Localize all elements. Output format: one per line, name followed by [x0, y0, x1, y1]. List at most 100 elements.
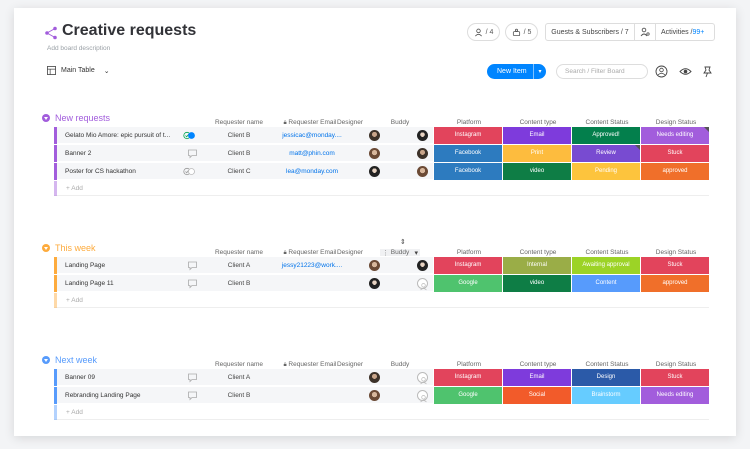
- add-item-row[interactable]: + Add: [54, 181, 709, 196]
- column-header-design-status[interactable]: Design Status: [641, 361, 711, 368]
- status-cell-platform[interactable]: Facebook: [433, 163, 502, 180]
- buddy-avatar[interactable]: [417, 278, 428, 291]
- column-header-platform[interactable]: Platform: [434, 119, 504, 126]
- updates-active-icon[interactable]: [181, 130, 197, 141]
- item-name[interactable]: Rebranding Landing Page: [65, 392, 141, 399]
- search-input[interactable]: Search / Filter Board: [556, 64, 648, 79]
- view-selector[interactable]: Main Table ⌄: [47, 66, 110, 75]
- status-cell-platform[interactable]: Instagram: [433, 257, 502, 274]
- status-cell-platform[interactable]: Instagram: [433, 127, 502, 144]
- column-header-buddy[interactable]: Buddy: [380, 119, 420, 126]
- column-header-content-type[interactable]: Content type: [503, 119, 573, 126]
- chat-bubble-icon[interactable]: [187, 390, 198, 401]
- column-header-requester-email[interactable]: 🔒︎ Requester Email: [276, 119, 344, 127]
- column-header-designer[interactable]: Designer: [330, 119, 370, 126]
- column-header-platform[interactable]: Platform: [434, 361, 504, 368]
- status-cell-platform[interactable]: Google: [433, 275, 502, 292]
- status-cell-design-status[interactable]: approved: [640, 275, 709, 292]
- column-header-content-status[interactable]: Content Status: [572, 249, 642, 256]
- chat-bubble-icon[interactable]: [187, 372, 198, 383]
- table-row[interactable]: Banner 09 Client A Instagram Email Design Stu…: [54, 369, 709, 386]
- buddy-avatar[interactable]: [417, 130, 428, 141]
- eye-icon[interactable]: [679, 65, 692, 78]
- group-title[interactable]: New requests: [42, 113, 110, 123]
- chevron-down-icon[interactable]: ▾: [533, 64, 546, 79]
- requester-email[interactable]: [272, 369, 352, 386]
- requester-email[interactable]: [272, 275, 352, 292]
- status-cell-content-status[interactable]: Awaiting approval: [571, 257, 640, 274]
- group-collapse-icon[interactable]: [42, 244, 50, 252]
- table-row[interactable]: Landing Page Client A jessy21223@work.... I…: [54, 257, 709, 274]
- status-cell-content-type[interactable]: Email: [502, 127, 571, 144]
- buddy-avatar[interactable]: [417, 390, 428, 403]
- status-cell-design-status[interactable]: Stuck: [640, 369, 709, 386]
- item-name[interactable]: Poster for CS hackathon: [65, 168, 136, 175]
- status-cell-design-status[interactable]: Needs editing: [640, 387, 709, 404]
- status-cell-content-status[interactable]: Approved!: [571, 127, 640, 144]
- table-row[interactable]: Landing Page 11 Client B Google video Conten…: [54, 275, 709, 292]
- item-name[interactable]: Banner 2: [65, 150, 92, 157]
- chat-bubble-icon[interactable]: [187, 260, 198, 271]
- requester-email[interactable]: matt@phin.com: [289, 150, 335, 157]
- designer-avatar[interactable]: [369, 166, 380, 177]
- requester-email[interactable]: lea@monday.com: [286, 168, 338, 175]
- buddy-avatar[interactable]: [417, 260, 428, 271]
- table-row[interactable]: Rebranding Landing Page Client B Google Soc…: [54, 387, 709, 404]
- designer-avatar[interactable]: [369, 260, 380, 271]
- status-cell-content-type[interactable]: Internal: [502, 257, 571, 274]
- column-header-design-status[interactable]: Design Status: [641, 249, 711, 256]
- group-collapse-icon[interactable]: [42, 114, 50, 122]
- requester-email[interactable]: jessicac@monday....: [282, 132, 342, 139]
- status-cell-content-status[interactable]: Brainstorm: [571, 387, 640, 404]
- chat-bubble-icon[interactable]: [181, 166, 197, 177]
- group-title[interactable]: Next week: [42, 355, 97, 365]
- item-name[interactable]: Landing Page 11: [65, 280, 114, 287]
- column-header-designer[interactable]: Designer: [330, 361, 370, 368]
- column-header-designer[interactable]: Designer: [330, 249, 370, 256]
- group-title[interactable]: This week: [42, 243, 96, 253]
- buddy-avatar[interactable]: [417, 148, 428, 159]
- status-cell-design-status[interactable]: Stuck: [640, 145, 709, 162]
- column-header-content-status[interactable]: Content Status: [572, 119, 642, 126]
- group-collapse-icon[interactable]: [42, 356, 50, 364]
- table-row[interactable]: Gelato Mio Amore: epic pursuit of t... Cl…: [54, 127, 709, 144]
- person-filter-icon[interactable]: [655, 65, 668, 78]
- item-name[interactable]: Landing Page: [65, 262, 106, 269]
- table-row[interactable]: Poster for CS hackathon Client C lea@monda…: [54, 163, 709, 180]
- chat-bubble-icon[interactable]: [187, 148, 198, 159]
- column-header-requester-email[interactable]: 🔒︎ Requester Email: [276, 249, 344, 257]
- buddy-avatar[interactable]: [417, 372, 428, 385]
- status-cell-content-type[interactable]: Email: [502, 369, 571, 386]
- item-name[interactable]: Gelato Mio Amore: epic pursuit of t...: [65, 132, 171, 139]
- requester-email[interactable]: [272, 387, 352, 404]
- column-header-content-status[interactable]: Content Status: [572, 361, 642, 368]
- status-cell-design-status[interactable]: Stuck: [640, 257, 709, 274]
- guests-button[interactable]: Guests & Subscribers / 7: [545, 23, 635, 41]
- designer-avatar[interactable]: [369, 130, 380, 141]
- status-cell-content-type[interactable]: video: [502, 163, 571, 180]
- guests-settings-button[interactable]: [634, 23, 656, 41]
- column-header-buddy[interactable]: Buddy: [380, 361, 420, 368]
- column-header-requester-name[interactable]: Requester name: [204, 361, 274, 368]
- chat-bubble-icon[interactable]: [187, 278, 198, 289]
- drag-handle-icon[interactable]: ⋮: [382, 250, 389, 257]
- share-icon[interactable]: [44, 26, 58, 40]
- column-header-buddy[interactable]: Buddy ⋮ ▾: [380, 249, 420, 257]
- status-cell-platform[interactable]: Google: [433, 387, 502, 404]
- status-cell-content-type[interactable]: video: [502, 275, 571, 292]
- add-item-row[interactable]: + Add: [54, 405, 709, 420]
- status-cell-content-status[interactable]: Review: [571, 145, 640, 162]
- board-title[interactable]: Creative requests: [62, 22, 197, 39]
- status-cell-platform[interactable]: Facebook: [433, 145, 502, 162]
- item-name[interactable]: Banner 09: [65, 374, 95, 381]
- activities-button[interactable]: Activities / 99+: [655, 23, 715, 41]
- status-cell-content-type[interactable]: Social: [502, 387, 571, 404]
- designer-avatar[interactable]: [369, 148, 380, 159]
- pin-icon[interactable]: [701, 65, 714, 78]
- new-item-button[interactable]: New Item ▾: [487, 64, 546, 79]
- column-header-requester-name[interactable]: Requester name: [204, 119, 274, 126]
- buddy-avatar[interactable]: [417, 166, 428, 177]
- column-header-content-type[interactable]: Content type: [503, 361, 573, 368]
- column-header-requester-name[interactable]: Requester name: [204, 249, 274, 256]
- status-cell-content-status[interactable]: Pending: [571, 163, 640, 180]
